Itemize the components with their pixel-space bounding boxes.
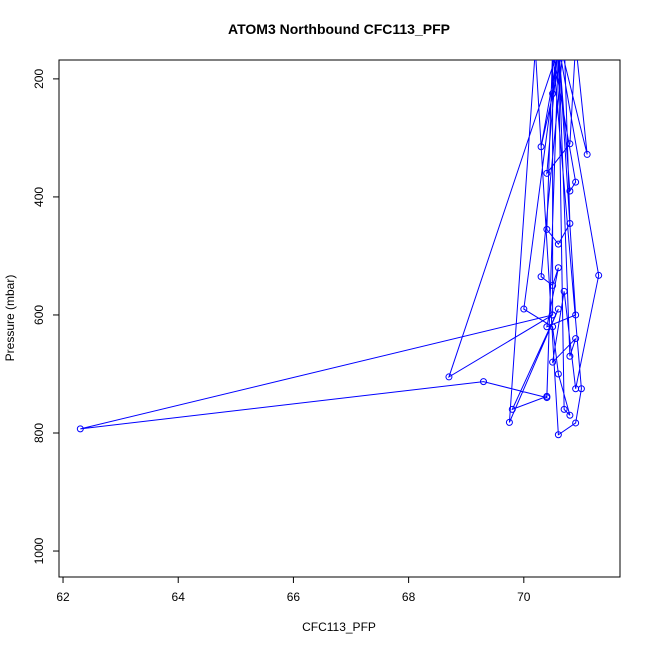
- data-point: [554, 264, 562, 272]
- y-tick-label: 1000: [32, 537, 46, 564]
- data-point: [560, 405, 568, 413]
- data-point: [505, 418, 513, 426]
- data-point: [583, 150, 591, 158]
- data-point: [566, 352, 574, 360]
- data-point: [445, 373, 453, 381]
- y-tick-label: 600: [32, 305, 46, 325]
- y-tick-label: 800: [32, 423, 46, 443]
- data-point: [572, 311, 580, 319]
- data-point: [595, 271, 603, 279]
- data-point: [566, 411, 574, 419]
- data-point: [537, 273, 545, 281]
- x-tick-label: 62: [56, 590, 70, 604]
- chart-title: ATOM3 Northbound CFC113_PFP: [228, 21, 450, 37]
- data-point: [543, 169, 551, 177]
- data-point: [566, 187, 574, 195]
- data-point: [572, 335, 580, 343]
- data-point: [549, 323, 557, 331]
- data-point: [572, 178, 580, 186]
- x-tick-label: 66: [287, 590, 301, 604]
- y-tick-label: 200: [32, 69, 46, 89]
- y-tick-label: 400: [32, 187, 46, 207]
- data-point: [537, 143, 545, 151]
- x-axis-label: CFC113_PFP: [302, 620, 376, 634]
- data-point: [549, 358, 557, 366]
- data-point: [549, 90, 557, 98]
- data-point: [76, 425, 84, 433]
- data-point: [549, 281, 557, 289]
- data-line: [80, 60, 600, 436]
- x-tick-label: 64: [172, 590, 186, 604]
- data-point: [543, 225, 551, 233]
- x-tick-label: 70: [517, 590, 531, 604]
- data-point: [566, 140, 574, 148]
- data-point: [508, 405, 516, 413]
- data-point: [566, 219, 574, 227]
- data-point: [560, 287, 568, 295]
- data-point: [554, 305, 562, 313]
- data-point: [554, 431, 562, 439]
- y-axis-label: Pressure (mbar): [3, 275, 17, 362]
- data-point: [549, 311, 557, 319]
- data-point: [554, 240, 562, 248]
- data-point: [572, 419, 580, 427]
- data-point: [543, 394, 551, 402]
- data-point: [479, 378, 487, 386]
- x-tick-label: 68: [402, 590, 416, 604]
- plot-area: [76, 60, 603, 439]
- plot-box: [58, 59, 621, 578]
- data-point: [554, 370, 562, 378]
- data-point: [520, 305, 528, 313]
- data-point: [577, 385, 585, 393]
